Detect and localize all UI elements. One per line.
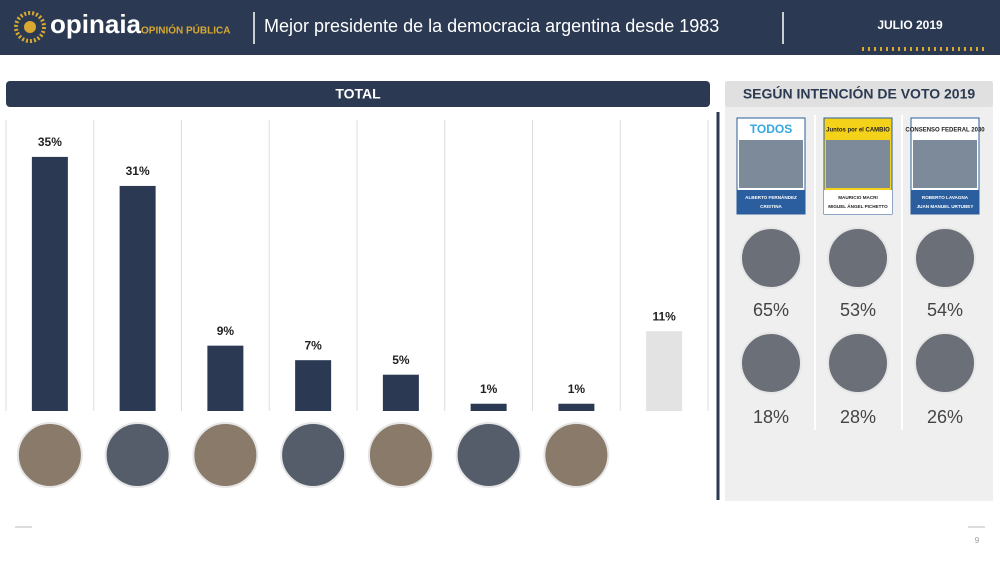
value-label: 5%: [392, 353, 410, 367]
poster-band: [737, 190, 805, 214]
brand-sub: OPINIÓN PÚBLICA: [141, 24, 230, 37]
candidate-photo: [543, 422, 610, 488]
candidate-photo: [740, 227, 802, 289]
poster-photo: [826, 140, 890, 188]
panel-title-bar: [725, 81, 993, 107]
brand-logo: [14, 11, 46, 43]
poster-photo: [739, 140, 803, 188]
candidate-name: MAURICIO MACRI: [838, 195, 878, 200]
candidate-photo: [367, 422, 434, 488]
candidate-name: JUAN MANUEL URTUBEY: [917, 204, 974, 209]
poster-band: [911, 190, 979, 214]
candidate-photo: [914, 332, 976, 394]
poster-photo: [913, 140, 977, 188]
bar: [119, 185, 156, 411]
candidate-name: ROBERTO LAVAGNA: [922, 195, 969, 200]
value-label: 1%: [480, 382, 498, 396]
candidate-photo: [455, 422, 522, 488]
candidate-photo: [827, 332, 889, 394]
bar: [295, 360, 332, 411]
poster-band: [824, 190, 892, 214]
bar: [470, 403, 507, 411]
vote-share: 65%: [753, 300, 789, 320]
chart-title-bar: [6, 81, 710, 107]
header-title: Mejor presidente de la democracia argent…: [264, 16, 719, 36]
header-date: JULIO 2019: [877, 18, 943, 32]
bar: [31, 156, 68, 411]
candidate-name: MIGUEL ÁNGEL PICHETTO: [828, 203, 888, 209]
brand: opinaia: [50, 9, 142, 39]
candidate-photo: [16, 422, 83, 488]
candidate-photo: [104, 422, 171, 488]
chart-title: TOTAL: [335, 86, 381, 102]
candidate-photo: [280, 422, 347, 488]
candidate-photo: [192, 422, 259, 488]
candidate-photo: [827, 227, 889, 289]
vote-share: 54%: [927, 300, 963, 320]
party-name: CONSENSO FEDERAL 2030: [905, 128, 985, 134]
vote-share: 53%: [840, 300, 876, 320]
candidate-name: ALBERTO FERNÁNDEZ: [745, 194, 797, 200]
vote-share: 28%: [840, 407, 876, 427]
bar: [382, 374, 419, 411]
candidate-photo: [914, 227, 976, 289]
party-name: Juntos por el CAMBIO: [826, 128, 890, 134]
bar: [558, 403, 595, 411]
vote-share: 18%: [753, 407, 789, 427]
value-label: 1%: [568, 382, 586, 396]
value-label: 9%: [217, 324, 235, 338]
bar: [646, 331, 683, 411]
candidate-name: CRISTINA: [760, 204, 782, 209]
value-label: 35%: [38, 135, 62, 149]
vote-share: 26%: [927, 407, 963, 427]
bar: [207, 345, 244, 411]
candidate-photo: [740, 332, 802, 394]
value-label: 31%: [126, 164, 150, 178]
value-label: 11%: [652, 309, 676, 323]
value-label: 7%: [304, 338, 322, 352]
brand-logo-center: [24, 21, 36, 33]
page-number: 9: [975, 536, 980, 545]
party-name: TODOS: [750, 122, 792, 136]
header-bar: [0, 0, 1000, 55]
panel-title: SEGÚN INTENCIÓN DE VOTO 2019: [743, 85, 976, 102]
